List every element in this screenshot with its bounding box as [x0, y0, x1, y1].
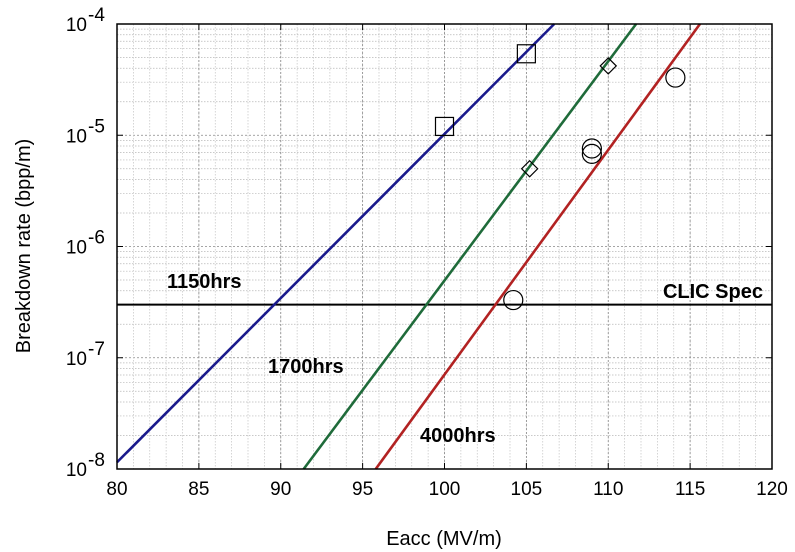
square-marker	[434, 116, 455, 137]
x-tick-label: 120	[756, 479, 788, 500]
y-axis-ticks: 10-810-710-610-510-4	[66, 5, 772, 481]
series-label: 1700hrs	[268, 356, 344, 378]
x-tick-label: 90	[270, 479, 291, 500]
circle-marker	[581, 143, 602, 164]
diamond-marker	[520, 159, 539, 178]
y-tick-exponent: -7	[88, 339, 105, 360]
x-tick-label: 95	[352, 479, 373, 500]
x-tick-label: 80	[106, 479, 127, 500]
x-tick-label: 100	[429, 479, 461, 500]
series-annotations: 1150hrs 1700hrs 4000hrs CLIC Spec	[167, 271, 763, 447]
y-tick-exponent: -8	[88, 450, 105, 471]
y-axis-label: Breakdown rate (bpp/m)	[13, 139, 35, 354]
clic-spec-label: CLIC Spec	[663, 281, 763, 303]
y-tick-label: 10	[66, 349, 87, 370]
grid	[116, 23, 773, 470]
x-axis-label: Eacc (MV/m)	[386, 528, 502, 550]
series-markers	[434, 44, 686, 311]
x-tick-label: 110	[593, 479, 623, 500]
y-tick-exponent: -4	[88, 5, 105, 26]
circle-marker	[581, 138, 602, 159]
circle-marker	[503, 289, 524, 311]
x-tick-label: 115	[675, 479, 705, 500]
y-tick-label: 10	[66, 460, 87, 481]
series-label: 1150hrs	[167, 271, 242, 293]
series-label: 4000hrs	[420, 425, 496, 447]
series-line	[116, 23, 556, 464]
series-line	[374, 23, 702, 470]
series-line	[302, 23, 638, 470]
series-lines	[116, 23, 702, 470]
diamond-marker	[599, 57, 618, 75]
square-marker	[516, 44, 536, 64]
y-tick-exponent: -5	[88, 116, 105, 137]
x-axis-ticks: 80 85 90 95 100 105 110 115 120	[106, 24, 788, 500]
circle-marker	[665, 67, 686, 88]
y-tick-exponent: -6	[88, 228, 105, 249]
y-tick-label: 10	[66, 126, 87, 147]
x-tick-label: 105	[511, 479, 543, 500]
y-tick-label: 10	[66, 238, 87, 259]
y-tick-label: 10	[66, 15, 87, 36]
x-tick-label: 85	[188, 479, 209, 500]
